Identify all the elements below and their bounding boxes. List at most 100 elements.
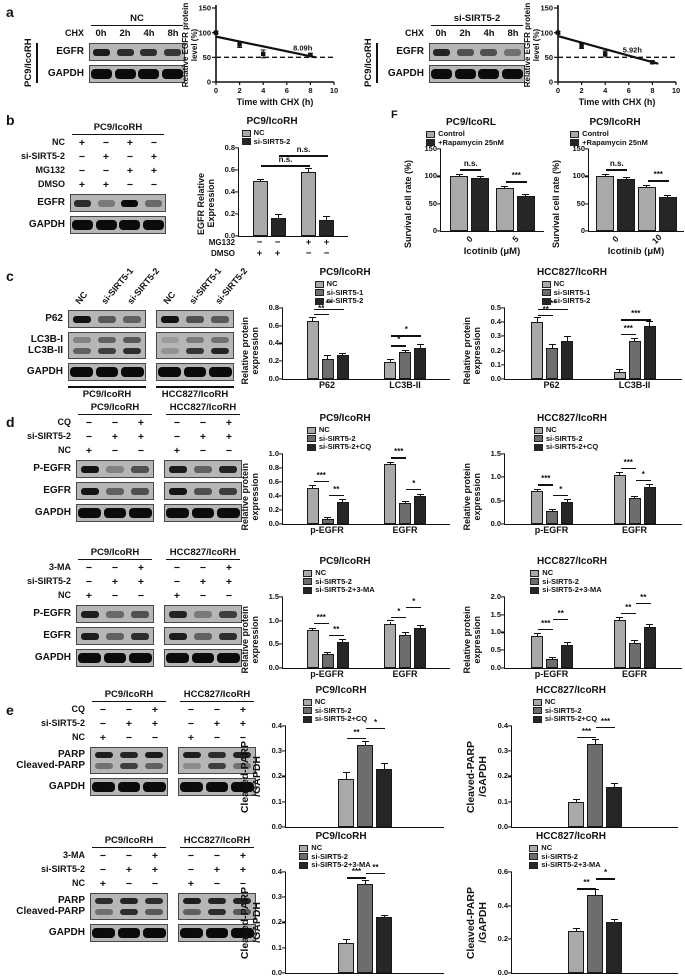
- protein-band: [97, 337, 117, 344]
- treatment-sign: +: [125, 864, 133, 876]
- error-bar: [345, 772, 347, 779]
- treatment-sign: +: [225, 431, 233, 443]
- half-life-annotation: 5.92h: [623, 45, 643, 54]
- error-bar: [619, 473, 621, 475]
- bar-wrap: [399, 454, 412, 524]
- lane-group: [164, 627, 242, 645]
- protein-band: [207, 752, 227, 759]
- protein-label: NC: [52, 137, 65, 148]
- treatment-sign: +: [111, 431, 119, 443]
- y-tick-label: 0.4: [497, 900, 508, 910]
- x-tick-label: 0: [556, 86, 560, 95]
- chart-title: HCC827/IcoRH: [536, 413, 608, 424]
- bar-wrap: [643, 308, 656, 379]
- x-tick-label: 0: [463, 233, 475, 245]
- bar: [399, 634, 412, 668]
- legend-item: si-SIRT5-2: [306, 434, 371, 444]
- protein-band: [120, 367, 144, 377]
- y-tick-mark: [282, 801, 286, 803]
- lane-group: [76, 504, 154, 522]
- significance-label: **: [372, 862, 379, 872]
- protein-label: EGFR: [43, 629, 71, 641]
- error-bar-cap: [339, 498, 347, 500]
- blot-d-3ma: PC9/IcoRH HCC827/IcoRH 3-MA − − + − − + si-SIRT5-…: [10, 546, 242, 683]
- x-tick-row: p-EGFR EGFR: [510, 525, 676, 539]
- significance-label: *: [404, 325, 408, 335]
- y-tick-label: 1.5: [490, 448, 501, 458]
- lane-group: − − +: [178, 850, 256, 862]
- lane-group: [68, 363, 146, 381]
- bar-group: [613, 454, 656, 524]
- x-axis-area: 0 10: [588, 232, 684, 246]
- lane-area: [68, 363, 234, 381]
- legend-label: Control: [438, 129, 465, 138]
- legend-label: si-SIRT5-2: [326, 296, 364, 306]
- panel-label-d: d: [6, 414, 15, 430]
- error-bar: [646, 186, 648, 188]
- y-tick-mark: [279, 467, 283, 469]
- error-bar-cap: [401, 632, 409, 634]
- lane-group: NC si-SIRT5-1 si-SIRT5-2: [68, 263, 161, 307]
- bar: [357, 744, 373, 827]
- legend-item: NC: [533, 425, 598, 435]
- blot-band-box: [90, 747, 168, 774]
- error-bar: [575, 929, 577, 931]
- lane-group: − + +: [164, 576, 242, 588]
- blot-band-box: [178, 747, 256, 774]
- y-tick-mark: [437, 148, 441, 150]
- y-tick-label: 0.6: [224, 165, 235, 175]
- bar: [414, 495, 427, 524]
- legend-label: si-SIRT5-2: [315, 576, 352, 586]
- error-bar: [383, 763, 385, 769]
- protein-band: [80, 487, 99, 495]
- bar: [336, 501, 349, 524]
- y-axis-label-line: Relative EGFR protein: [523, 3, 532, 88]
- x-tick-label: p-EGFR: [310, 525, 344, 535]
- y-tick-mark: [585, 230, 589, 232]
- y-tick-mark: [279, 342, 283, 344]
- lane-group: [164, 649, 242, 667]
- x-tick-label: 10: [672, 86, 680, 95]
- lane-group: HCC827/IcoRH: [156, 384, 234, 400]
- treatment-sign: −: [111, 445, 119, 457]
- bar-wrap: [321, 597, 334, 668]
- chart-legend: NC si-SIRT5-2 si-SIRT5-2+3-MA: [530, 568, 602, 595]
- significance-label: ***: [581, 726, 592, 736]
- legend-label: NC: [318, 425, 330, 434]
- lane-header: 4h: [143, 28, 155, 39]
- protein-band: [131, 632, 150, 640]
- lane-group: [76, 605, 154, 623]
- significance-label: ***: [316, 613, 326, 623]
- protein-label: GAPDH: [34, 651, 71, 663]
- treatment-sign: +: [225, 562, 233, 574]
- y-tick-mark: [508, 775, 512, 777]
- protein-label: si-SIRT5-2: [20, 151, 65, 162]
- y-axis-label: Relative protein expression: [240, 597, 262, 683]
- error-bar: [634, 496, 636, 499]
- blot-row: NC + − − + − −: [10, 590, 232, 602]
- y-tick-mark: [508, 801, 512, 803]
- lane-area: − + + − + +: [76, 431, 242, 443]
- protein-label: P62: [45, 312, 63, 324]
- bar-group: [306, 308, 349, 379]
- chart-body: Cleaved-PARP/GAPDH 0.0 0.1 0.2 0.3 0.4 ** *: [238, 718, 444, 831]
- lane-group: − − +: [90, 704, 168, 716]
- chart-legend: NC si-SIRT5-1 si-SIRT5-2: [314, 279, 364, 306]
- treatment-sign: −: [199, 417, 207, 429]
- significance-label: n.s.: [278, 155, 293, 165]
- band-line: [179, 908, 255, 915]
- blot-row: NC + − + −: [6, 137, 194, 149]
- bar-wrap: [596, 149, 615, 231]
- lane-area: − − + − − +: [90, 850, 256, 862]
- treatment-sign: −: [173, 562, 181, 574]
- protein-band: [138, 69, 160, 79]
- bar: [613, 371, 626, 379]
- error-bar: [649, 625, 651, 628]
- y-axis-label: Survival cell rate (%): [546, 149, 568, 258]
- error-bar: [419, 345, 421, 348]
- y-tick-mark: [585, 175, 589, 178]
- band-line: [91, 762, 167, 769]
- blot-group-header: HCC827/IcoRH: [180, 835, 254, 848]
- chart-b-survival-pc9icorl: PC9/IcoRL Control +Rapamycin 25nM Survival …: [398, 117, 544, 258]
- treatment-sign: +: [213, 718, 221, 730]
